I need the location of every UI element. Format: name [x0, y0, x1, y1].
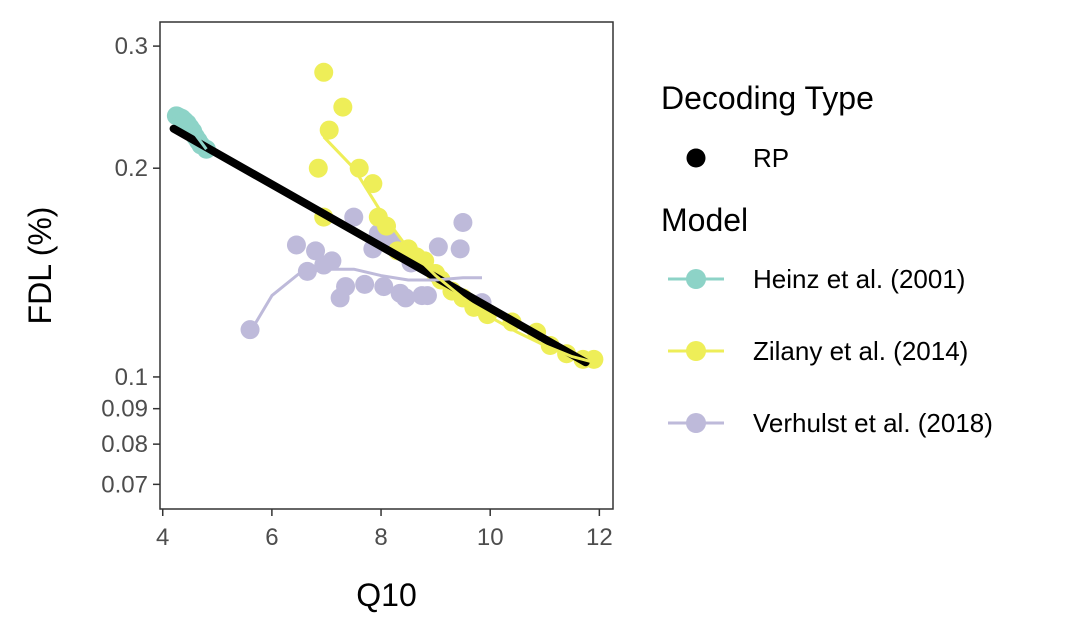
point-verhulst-20 [450, 239, 470, 259]
legend-label-heinz: Heinz et al. (2001) [753, 264, 965, 294]
x-axis-title: Q10 [356, 577, 416, 613]
point-verhulst-21 [453, 213, 473, 233]
y-axis-title: FDL (%) [22, 207, 58, 325]
y-tick-label-0.2: 0.2 [115, 155, 148, 182]
axes: 4 6 8 10 12 0.07 0.08 0.09 0.1 0.2 0.3 [101, 33, 612, 551]
plot-marks [166, 62, 604, 369]
fit-line-verhulst [248, 267, 482, 334]
point-verhulst-1 [286, 235, 306, 255]
point-verhulst-8 [344, 207, 364, 227]
point-verhulst-18 [417, 286, 437, 306]
y-tick-label-0.1: 0.1 [115, 364, 148, 391]
point-verhulst-9 [355, 274, 375, 294]
x-tick-label-4: 4 [156, 524, 169, 551]
x-tick-label-10: 10 [477, 524, 504, 551]
overall-fit-line-rp [169, 124, 590, 367]
legend-label-verhulst: Verhulst et al. (2018) [753, 408, 993, 438]
point-verhulst-19 [428, 237, 448, 257]
x-tick-label-6: 6 [265, 524, 278, 551]
point-zilany-2 [319, 120, 339, 140]
point-verhulst-5 [322, 251, 342, 271]
legend-title-model: Model [661, 202, 748, 238]
x-tick-label-8: 8 [374, 524, 387, 551]
legend: Decoding Type Model RP Heinz et al. (2001… [661, 80, 993, 438]
plot-panel-border [159, 21, 614, 510]
fit-line-heinz [175, 114, 208, 151]
legend-key-point-zilany [686, 341, 706, 361]
fit-line-zilany [322, 135, 595, 364]
legend-label-zilany: Zilany et al. (2014) [753, 336, 968, 366]
legend-title-decoding-type: Decoding Type [661, 80, 874, 116]
legend-label-rp: RP [753, 143, 789, 173]
point-zilany-0 [314, 62, 334, 82]
point-zilany-3 [308, 158, 328, 178]
point-verhulst-7 [336, 277, 356, 297]
legend-key-point-heinz [686, 269, 706, 289]
legend-items: RP Heinz et al. (2001) Zilany et al. (2014… [668, 143, 993, 438]
point-verhulst-15 [396, 288, 416, 308]
point-verhulst-3 [306, 241, 326, 261]
legend-key-point-verhulst [686, 413, 706, 433]
x-tick-label-12: 12 [586, 524, 613, 551]
point-verhulst-12 [374, 277, 394, 297]
y-tick-label-0.07: 0.07 [101, 471, 148, 498]
point-zilany-8 [377, 216, 396, 236]
y-tick-label-0.09: 0.09 [101, 396, 148, 423]
y-tick-label-0.08: 0.08 [101, 431, 148, 458]
legend-key-rp [686, 148, 706, 168]
point-zilany-1 [333, 97, 353, 117]
y-tick-label-0.3: 0.3 [115, 33, 148, 60]
point-zilany-4 [349, 158, 369, 178]
